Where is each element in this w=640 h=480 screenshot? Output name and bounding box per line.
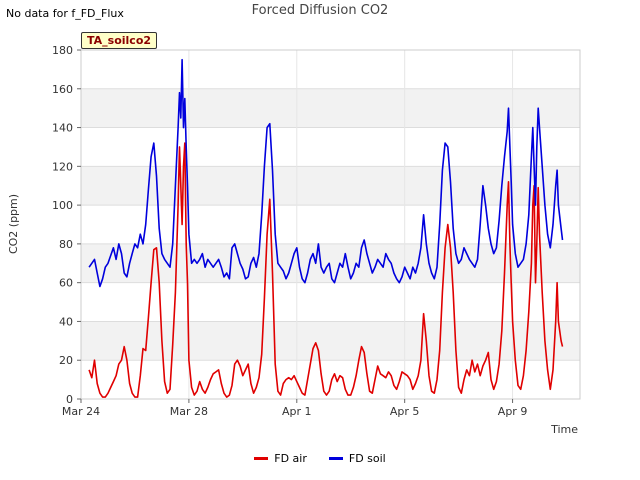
y-axis-ticks: 0 20 40 60 80 100 120 140 160 180 [52,44,81,406]
y-tick-label: 40 [59,315,73,328]
y-tick-label: 140 [52,122,73,135]
chart-title: Forced Diffusion CO2 [251,3,389,18]
x-axis-label: Time [550,423,578,436]
series-lines [88,58,564,398]
grid-band [81,282,580,322]
legend: FD air FD soil [0,452,640,465]
legend-item-fd-air[interactable]: FD air [254,452,307,465]
x-tick-label: Apr 9 [498,405,528,418]
x-tick-label: Apr 5 [390,405,420,418]
no-data-note: No data for f_FD_Flux [6,7,124,20]
x-tick-label: Mar 28 [170,405,208,418]
y-tick-label: 60 [59,277,73,290]
y-tick-label: 20 [59,354,73,367]
y-tick-label: 0 [66,393,73,406]
y-tick-label: 100 [52,199,73,212]
series-line-fd-soil [88,58,564,288]
grid-band [81,127,580,167]
grid-band [81,50,580,89]
y-tick-label: 180 [52,44,73,57]
plot-background-bands [81,50,580,399]
grid-band [81,166,580,206]
x-tick-label: Mar 24 [62,405,100,418]
tag-label-box: TA_soilco2 [81,32,158,49]
y-tick-label: 80 [59,238,73,251]
y-axis-label: CO2 (ppm) [7,194,20,254]
x-tick-label: Apr 1 [282,405,312,418]
grid-band [81,360,580,399]
legend-label-fd-soil: FD soil [348,452,386,465]
grid-band [81,243,580,283]
legend-label-fd-air: FD air [274,452,307,465]
legend-swatch-fd-soil [328,457,343,460]
grid-band [81,321,580,361]
plot-frame [80,49,581,400]
y-tick-label: 120 [52,160,73,173]
y-tick-label: 160 [52,83,73,96]
legend-item-fd-soil[interactable]: FD soil [328,452,386,465]
grid-band [81,88,580,128]
x-axis-ticks: Mar 24 Mar 28 Apr 1 Apr 5 Apr 9 [62,399,527,418]
series-line-fd-air [88,142,564,398]
legend-swatch-fd-air [254,457,269,460]
